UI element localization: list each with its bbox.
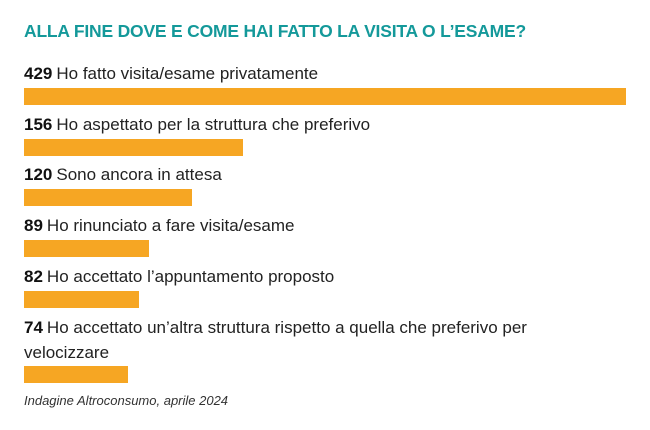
bar	[24, 366, 128, 383]
bar	[24, 139, 243, 156]
bar-row: 120 Sono ancora in attesa	[24, 162, 634, 206]
bar-value: 429	[24, 64, 53, 83]
bar-label: 82 Ho accettato l’appuntamento proposto	[24, 267, 335, 286]
chart-title: ALLA FINE DOVE E COME HAI FATTO LA VISIT…	[24, 21, 526, 41]
bar-row: 89 Ho rinunciato a fare visita/esame	[24, 213, 634, 257]
bar	[24, 88, 626, 105]
bar-value: 74	[24, 318, 43, 337]
bar-label: 74 Ho accettato un’altra struttura rispet…	[24, 318, 527, 362]
bar-label: 429 Ho fatto visita/esame privatamente	[24, 64, 319, 83]
bar	[24, 291, 139, 308]
bar-value: 156	[24, 115, 53, 134]
bar-row: 74 Ho accettato un’altra struttura rispet…	[24, 315, 584, 383]
bar	[24, 240, 149, 257]
bar-row: 156 Ho aspettato per la struttura che pre…	[24, 112, 634, 156]
bar-value: 89	[24, 216, 43, 235]
bar-value: 120	[24, 165, 53, 184]
bar-label: 89 Ho rinunciato a fare visita/esame	[24, 216, 295, 235]
bar-label: 120 Sono ancora in attesa	[24, 165, 222, 184]
source-footnote: Indagine Altroconsumo, aprile 2024	[24, 393, 229, 408]
bar-value: 82	[24, 267, 43, 286]
bar-row: 82 Ho accettato l’appuntamento proposto	[24, 264, 634, 308]
bar-label: 156 Ho aspettato per la struttura che pre…	[24, 115, 371, 134]
bar-row: 429 Ho fatto visita/esame privatamente	[24, 61, 634, 105]
bar	[24, 189, 192, 206]
